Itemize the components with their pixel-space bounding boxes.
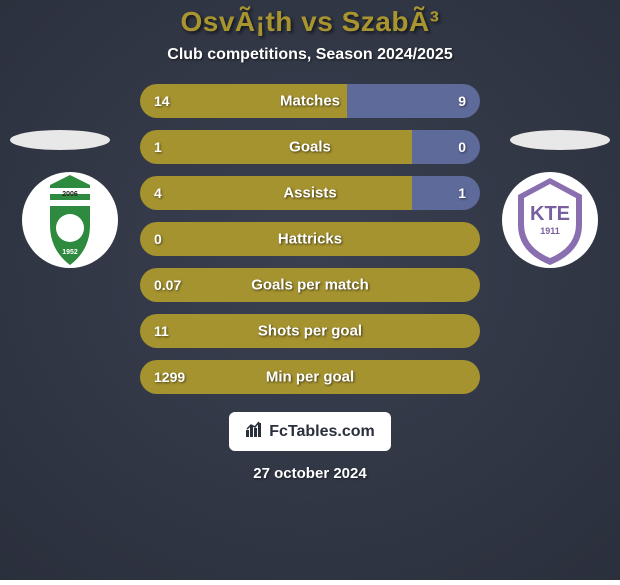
stat-label: Matches — [280, 93, 340, 110]
stat-value-left: 1299 — [154, 369, 185, 385]
stat-label: Hattricks — [278, 231, 342, 248]
stat-row: 4 1 Assists — [140, 176, 480, 210]
stat-bar-left: 1 — [140, 130, 412, 164]
stats-container: 14 9 Matches 1 0 Goals 4 1 Assists 0 Hattricks 0.07… — [140, 84, 480, 394]
stat-row: 11 Shots per goal — [140, 314, 480, 348]
svg-text:1952: 1952 — [62, 249, 78, 256]
stat-value-right: 9 — [458, 93, 466, 109]
brand-text: FcTables.com — [269, 423, 375, 441]
stat-bar-right: 0 — [412, 130, 480, 164]
page-title: OsvÃ¡th vs SzabÃ³ — [181, 6, 440, 38]
stat-label: Min per goal — [266, 369, 354, 386]
stat-value-left: 0.07 — [154, 277, 181, 293]
svg-text:KTE: KTE — [530, 203, 570, 225]
stat-label: Assists — [283, 185, 336, 202]
stat-bar-right: 1 — [412, 176, 480, 210]
stat-bar-left: 4 — [140, 176, 412, 210]
stat-value-left: 0 — [154, 231, 162, 247]
stat-value-left: 11 — [154, 323, 169, 339]
stat-row: 0.07 Goals per match — [140, 268, 480, 302]
svg-text:2006: 2006 — [62, 191, 78, 198]
brand-badge: FcTables.com — [229, 412, 391, 451]
chart-icon — [245, 420, 263, 443]
stat-label: Goals — [289, 139, 331, 156]
club-logo-right: KTE 1911 — [500, 170, 600, 270]
stat-row: 0 Hattricks — [140, 222, 480, 256]
stat-row: 14 9 Matches — [140, 84, 480, 118]
stat-value-left: 1 — [154, 139, 162, 155]
stat-row: 1299 Min per goal — [140, 360, 480, 394]
stat-value-right: 0 — [458, 139, 466, 155]
svg-text:1911: 1911 — [540, 226, 560, 236]
stat-bar-right: 9 — [347, 84, 480, 118]
stat-row: 1 0 Goals — [140, 130, 480, 164]
stat-value-right: 1 — [458, 185, 466, 201]
stat-label: Goals per match — [251, 277, 369, 294]
club-logo-left: 2006 1952 — [20, 170, 120, 270]
stat-label: Shots per goal — [258, 323, 362, 340]
stat-value-left: 14 — [154, 93, 170, 109]
footer-date: 27 october 2024 — [253, 465, 366, 482]
page-subtitle: Club competitions, Season 2024/2025 — [167, 46, 452, 64]
stat-value-left: 4 — [154, 185, 162, 201]
